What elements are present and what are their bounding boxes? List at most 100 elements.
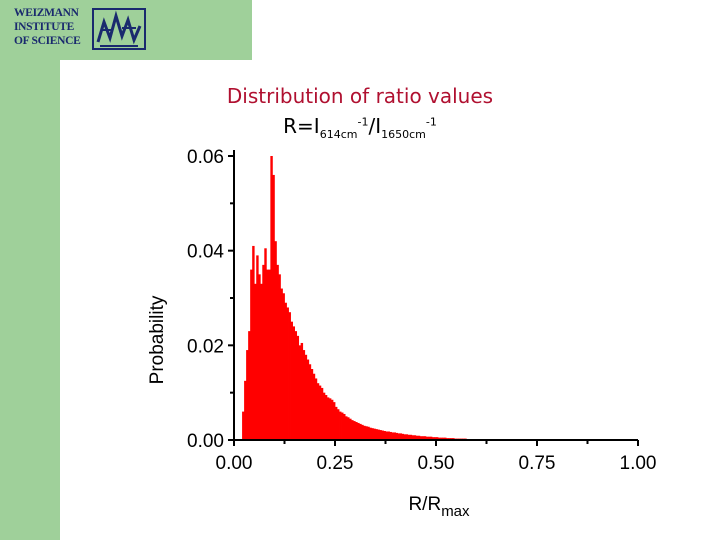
histogram-bar (264, 248, 267, 440)
histogram-bar (383, 431, 386, 440)
chart-subtitle: R=I614cm-1/I1650cm-1 (160, 114, 560, 141)
histogram-bar (375, 429, 378, 440)
y-tick-label: 0.02 (187, 336, 224, 357)
histogram-bar (330, 399, 334, 440)
histogram-bar (444, 437, 447, 440)
histogram-bar (304, 354, 308, 440)
histogram-bar (397, 433, 401, 440)
histogram-bar (389, 431, 392, 440)
histogram-bar (442, 437, 445, 440)
histogram-bar (298, 345, 302, 440)
histogram-bar (316, 383, 320, 440)
left-green-band (0, 0, 60, 540)
histogram-bar (438, 437, 441, 440)
histogram-bar (326, 397, 330, 440)
histogram-bar (320, 387, 324, 440)
histogram-bar (353, 421, 356, 440)
histogram-bar (341, 412, 344, 440)
histogram-bar (379, 430, 382, 440)
weizmann-logo: WEIZMANN INSTITUTE OF SCIENCE (14, 6, 148, 52)
x-axis-label-main: R/R (408, 494, 441, 515)
logo-line-1: WEIZMANN (14, 7, 79, 19)
histogram-bar (290, 321, 293, 440)
histogram-bar (292, 326, 295, 440)
histogram-bar (294, 331, 298, 440)
histogram-bar (363, 425, 366, 440)
x-tick-label: 0.75 (519, 453, 556, 474)
logo-line-2: INSTITUTE (14, 21, 74, 33)
histogram-bar (274, 241, 277, 440)
histogram-bar (343, 413, 346, 440)
histogram-bar (266, 269, 269, 440)
histogram-bar (286, 307, 289, 440)
histogram-bar (252, 245, 255, 440)
histogram-bar (377, 429, 380, 440)
histogram-bar (355, 422, 358, 440)
histogram-bar (296, 335, 300, 440)
histogram-bar (280, 288, 283, 440)
histogram-bar (431, 437, 435, 440)
subtitle-num-sup: -1 (357, 115, 369, 129)
histogram-bar (242, 411, 245, 440)
histogram-bar (405, 434, 409, 440)
x-tick-label: 0.50 (418, 453, 455, 474)
histogram-bar (391, 432, 394, 440)
histogram-bar (324, 395, 328, 440)
histogram-bar (339, 411, 342, 440)
histogram-bar (258, 274, 261, 440)
histogram-bar (349, 418, 352, 440)
histogram-bar (335, 406, 338, 440)
histogram-bar (393, 432, 396, 440)
histogram-bar (409, 434, 413, 440)
histogram-bar (373, 428, 376, 440)
histogram-bar (282, 293, 285, 440)
subtitle-slash: /I (368, 114, 382, 138)
histogram-bar (359, 423, 362, 440)
histogram-bar (345, 416, 348, 440)
x-tick-label: 0.25 (317, 453, 354, 474)
content-panel (60, 60, 720, 540)
histogram-bar (310, 369, 314, 440)
histogram-bar (395, 432, 399, 440)
y-tick-label: 0.06 (187, 147, 224, 168)
histogram-bar (369, 427, 372, 440)
histogram-bar (399, 433, 403, 440)
y-ticks: 0.00 0.02 0.04 0.06 (187, 147, 234, 452)
histogram-bar (332, 402, 336, 440)
x-tick-label: 0.00 (216, 453, 253, 474)
x-ticks: 0.00 0.25 0.50 0.75 1.00 (216, 440, 656, 474)
histogram-bar (417, 435, 421, 440)
histogram-bar (413, 435, 417, 440)
histogram-bar (357, 422, 360, 440)
histogram-bar (429, 436, 433, 440)
histogram-bar (262, 264, 265, 440)
histogram-bar (436, 437, 439, 440)
histogram-bar (256, 255, 259, 440)
weizmann-emblem-icon (92, 8, 146, 50)
subtitle-prefix: R=I (283, 114, 320, 138)
histogram-bar (278, 274, 281, 440)
histogram-bar (385, 431, 388, 440)
histogram-bars (242, 156, 560, 440)
histogram-bar (347, 417, 350, 440)
histogram-bar (250, 269, 253, 440)
histogram-bar (300, 342, 304, 440)
logo-text: WEIZMANN INSTITUTE OF SCIENCE (14, 6, 90, 48)
histogram-bar (272, 174, 275, 440)
histogram-bar (244, 380, 247, 440)
x-axis-label-sub: max (441, 503, 470, 520)
subtitle-den-sub: 1650cm (381, 128, 426, 141)
histogram-bar (419, 436, 423, 440)
histogram-bar (328, 398, 332, 440)
histogram-bar (371, 428, 374, 440)
y-axis-label: Probability (147, 295, 168, 384)
histogram-bar (403, 434, 407, 440)
subtitle-den-sup: -1 (425, 115, 437, 129)
histogram-bar (276, 264, 279, 440)
histogram-bar (361, 424, 364, 440)
histogram-bar (260, 283, 263, 440)
histogram-bar (248, 331, 251, 440)
histogram-bar (425, 436, 429, 440)
histogram-bar (337, 409, 340, 440)
histogram-bar (421, 436, 425, 440)
